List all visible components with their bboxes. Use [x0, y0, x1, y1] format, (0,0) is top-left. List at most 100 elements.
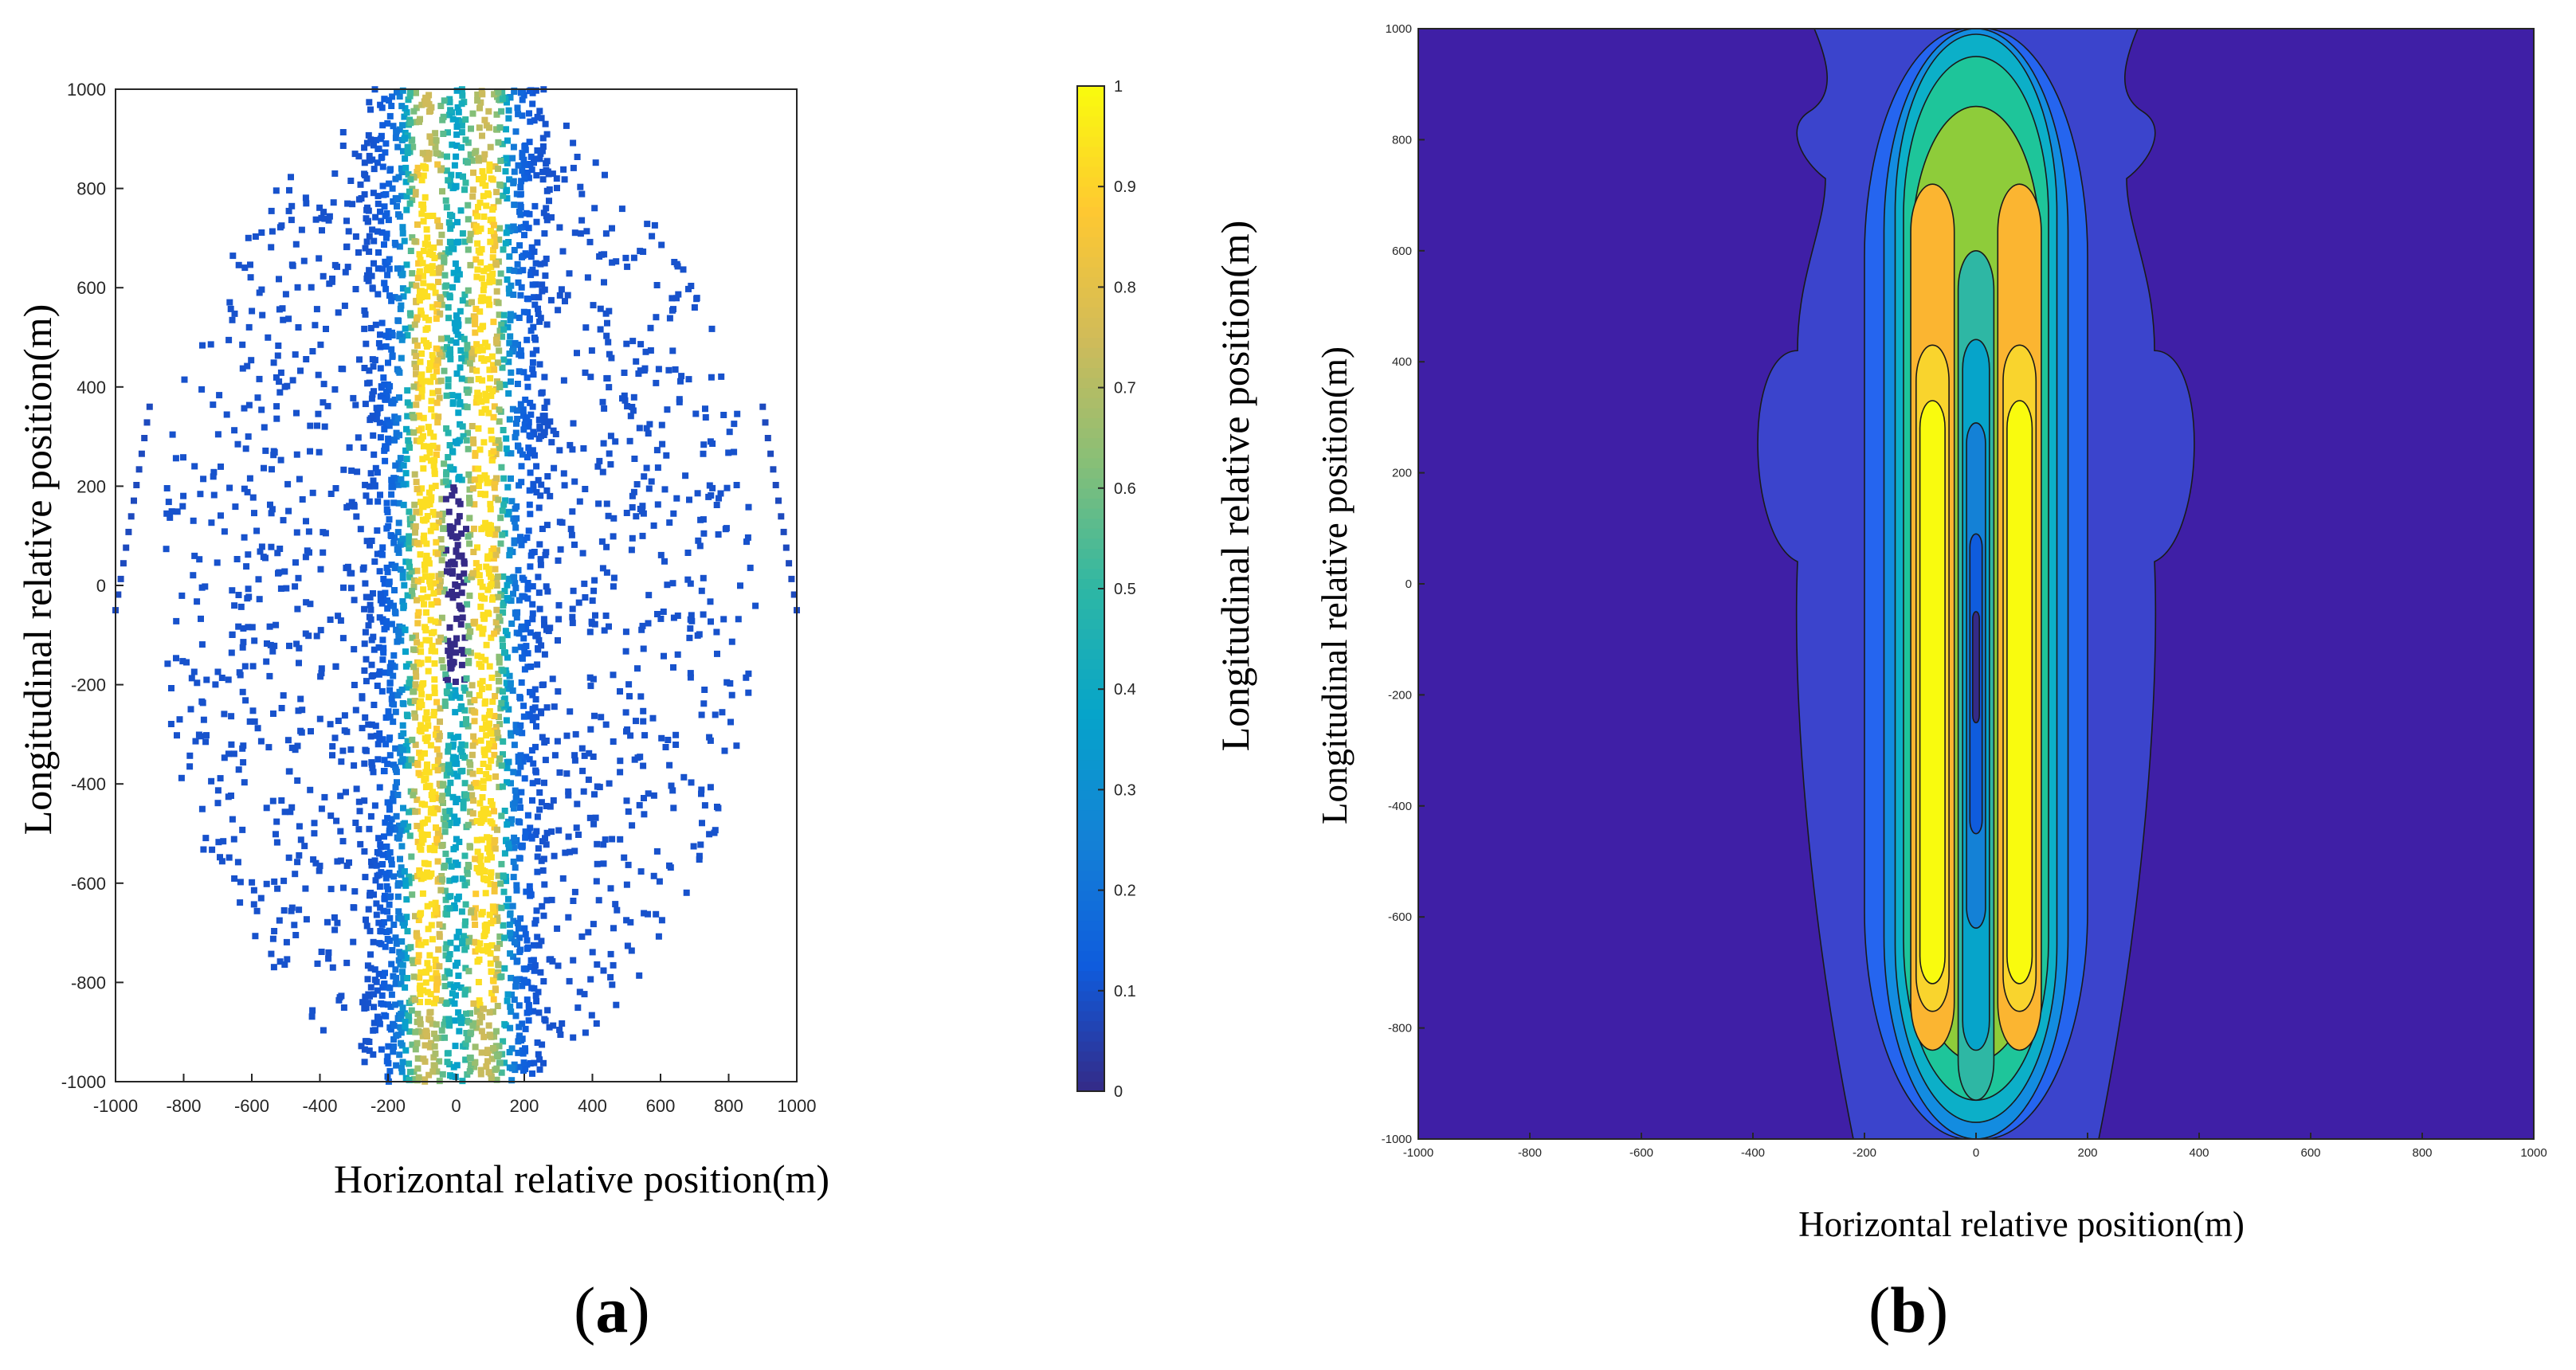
a-data-point — [531, 249, 538, 255]
a-data-point — [275, 342, 282, 349]
a-data-point — [417, 1016, 424, 1023]
a-data-point — [415, 1074, 422, 1081]
a-data-point — [500, 609, 507, 616]
a-data-point — [286, 186, 292, 194]
a-data-point — [269, 506, 276, 513]
a-data-point — [624, 263, 631, 270]
a-data-point — [489, 176, 496, 183]
a-data-point — [364, 380, 371, 387]
a-data-point — [506, 1049, 513, 1055]
a-data-point — [495, 593, 502, 601]
a-colorbar-segment — [1077, 96, 1104, 107]
a-data-point — [427, 742, 434, 749]
a-data-point — [516, 934, 523, 941]
a-data-point — [435, 519, 442, 526]
a-data-point — [479, 377, 486, 384]
a-data-point — [391, 1001, 398, 1008]
a-data-point — [381, 381, 388, 388]
a-data-point — [510, 874, 517, 881]
a-data-point — [536, 605, 543, 613]
a-data-point — [393, 769, 400, 776]
a-colorbar-tick-label: 0.7 — [1114, 380, 1136, 397]
a-data-point — [421, 194, 429, 201]
a-data-point — [539, 176, 547, 183]
a-data-point — [508, 1077, 516, 1084]
a-data-point — [424, 761, 431, 768]
a-data-point — [391, 240, 398, 246]
a-data-point — [429, 629, 435, 636]
a-data-point — [417, 358, 424, 366]
a-data-point — [609, 225, 615, 232]
a-data-point — [239, 365, 246, 372]
a-data-point — [496, 933, 504, 940]
a-data-point — [317, 627, 324, 634]
a-data-point — [251, 718, 258, 725]
a-data-point — [319, 227, 325, 234]
a-data-point — [530, 480, 537, 487]
a-data-point — [302, 885, 309, 892]
a-data-point — [694, 632, 701, 639]
a-data-point — [386, 687, 394, 694]
a-data-point — [409, 891, 416, 898]
a-data-point — [500, 501, 508, 508]
a-data-point — [408, 281, 415, 288]
a-data-point — [394, 893, 402, 900]
a-data-point — [417, 1020, 424, 1028]
a-data-point — [510, 918, 517, 925]
a-data-point — [386, 112, 394, 119]
a-data-point — [534, 239, 541, 246]
a-data-point — [419, 681, 425, 688]
a-data-point — [427, 429, 434, 436]
a-data-point — [407, 324, 414, 331]
a-data-point — [498, 762, 505, 769]
a-data-point — [466, 691, 472, 698]
a-data-point — [627, 413, 634, 420]
a-y-tick-label: -400 — [71, 774, 106, 794]
a-data-point — [379, 122, 386, 129]
a-data-point — [436, 1058, 443, 1065]
a-data-point — [688, 283, 695, 289]
a-data-point — [629, 504, 636, 511]
a-data-point — [431, 684, 438, 691]
a-data-point — [506, 921, 513, 928]
a-data-point — [472, 256, 480, 263]
a-data-point — [449, 990, 456, 997]
a-data-point — [478, 836, 485, 844]
a-data-point — [527, 663, 535, 670]
a-data-point — [425, 424, 432, 431]
a-data-point — [511, 938, 518, 945]
a-data-point — [480, 867, 487, 874]
a-data-point — [485, 191, 492, 198]
a-data-point — [374, 200, 382, 207]
a-data-point — [504, 137, 511, 144]
a-data-point — [297, 727, 304, 734]
a-data-point — [362, 245, 369, 252]
a-data-point — [294, 859, 301, 866]
a-data-point — [277, 369, 284, 376]
a-data-point — [629, 492, 636, 499]
a-data-point — [406, 1017, 413, 1024]
a-data-point — [452, 183, 459, 190]
a-data-point — [536, 108, 543, 115]
a-data-point — [516, 368, 523, 375]
a-data-point — [492, 845, 499, 852]
a-data-point — [299, 496, 306, 503]
a-data-point — [413, 437, 420, 444]
a-data-point — [446, 624, 453, 631]
panel-b-letter: b — [1890, 1274, 1927, 1346]
a-data-point — [467, 761, 474, 769]
a-data-point — [207, 341, 214, 348]
a-data-point — [366, 233, 373, 240]
a-data-point — [666, 519, 673, 526]
a-data-point — [273, 403, 280, 410]
a-data-point — [476, 940, 484, 947]
a-data-point — [387, 532, 394, 538]
a-data-point — [658, 421, 665, 429]
a-data-point — [409, 515, 416, 522]
a-data-point — [592, 159, 599, 166]
a-data-point — [493, 1076, 500, 1083]
a-data-point — [528, 747, 535, 754]
a-data-point — [725, 449, 732, 456]
a-data-point — [476, 857, 484, 864]
a-data-point — [432, 1050, 439, 1057]
